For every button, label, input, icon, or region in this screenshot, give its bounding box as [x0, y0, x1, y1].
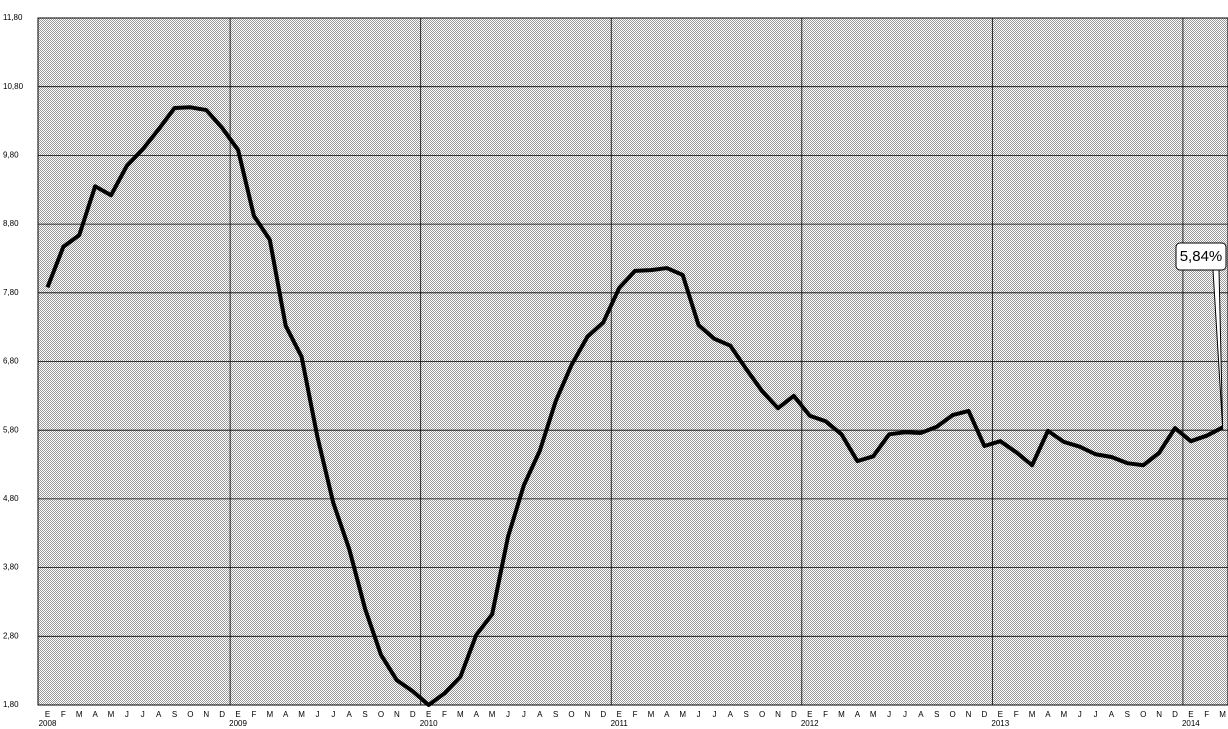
x-tick-label: J — [331, 710, 335, 719]
year-label: 2010 — [420, 719, 438, 728]
x-tick-label: M — [298, 710, 305, 719]
y-tick-label: 9,80 — [3, 151, 19, 160]
x-tick-label: N — [966, 710, 972, 719]
x-tick-label: A — [347, 710, 353, 719]
x-tick-label: A — [855, 710, 861, 719]
y-tick-label: 2,80 — [3, 631, 19, 640]
annotation: 5,84% — [1180, 248, 1223, 265]
x-tick-label: A — [1045, 710, 1051, 719]
year-label: 2012 — [801, 719, 819, 728]
x-tick-label: S — [744, 710, 749, 719]
x-tick-label: M — [648, 710, 655, 719]
x-tick-label: A — [728, 710, 734, 719]
y-tick-label: 5,80 — [3, 425, 19, 434]
x-tick-label: J — [125, 710, 129, 719]
x-tick-label: M — [679, 710, 686, 719]
x-tick-label: E — [45, 710, 50, 719]
x-tick-label: O — [568, 710, 574, 719]
y-tick-label: 7,80 — [3, 288, 19, 297]
x-tick-label: S — [1125, 710, 1130, 719]
x-tick-label: J — [887, 710, 891, 719]
x-tick-label: M — [1219, 710, 1226, 719]
x-tick-label: M — [489, 710, 496, 719]
x-tick-label: F — [1014, 710, 1019, 719]
x-tick-label: M — [870, 710, 877, 719]
x-tick-label: M — [838, 710, 845, 719]
x-tick-label: O — [378, 710, 384, 719]
x-tick-label: A — [283, 710, 289, 719]
x-tick-label: J — [506, 710, 510, 719]
x-tick-label: N — [585, 710, 591, 719]
x-tick-label: F — [823, 710, 828, 719]
x-tick-label: O — [759, 710, 765, 719]
x-tick-label: S — [362, 710, 367, 719]
x-tick-label: E — [1188, 710, 1193, 719]
x-tick-label: J — [697, 710, 701, 719]
x-tick-label: O — [1140, 710, 1146, 719]
x-tick-label: S — [934, 710, 939, 719]
x-tick-label: J — [712, 710, 716, 719]
x-tick-label: A — [918, 710, 924, 719]
x-tick-label: N — [203, 710, 209, 719]
x-tick-label: O — [950, 710, 956, 719]
x-tick-label: J — [315, 710, 319, 719]
x-tick-label: E — [617, 710, 622, 719]
x-tick-label: A — [474, 710, 480, 719]
callout-box — [1175, 242, 1227, 271]
x-tick-label: A — [537, 710, 543, 719]
x-tick-label: D — [410, 710, 416, 719]
x-tick-label: F — [442, 710, 447, 719]
y-tick-label: 3,80 — [3, 563, 19, 572]
x-tick-label: M — [1060, 710, 1067, 719]
x-tick-label: J — [141, 710, 145, 719]
x-tick-label: A — [156, 710, 162, 719]
x-tick-label: M — [76, 710, 83, 719]
x-tick-label: J — [522, 710, 526, 719]
y-tick-label: 6,80 — [3, 357, 19, 366]
x-tick-label: S — [553, 710, 558, 719]
x-tick-label: J — [903, 710, 907, 719]
x-tick-label: J — [1078, 710, 1082, 719]
x-tick-label: D — [791, 710, 797, 719]
x-tick-label: D — [600, 710, 606, 719]
x-tick-label: N — [394, 710, 400, 719]
y-tick-label: 8,80 — [3, 219, 19, 228]
year-label: 2011 — [611, 719, 629, 728]
x-tick-label: M — [457, 710, 464, 719]
x-tick-label: N — [1156, 710, 1162, 719]
x-tick-label: O — [187, 710, 193, 719]
x-tick-label: M — [266, 710, 273, 719]
x-tick-label: D — [219, 710, 225, 719]
x-tick-label: J — [1094, 710, 1098, 719]
x-tick-label: S — [172, 710, 177, 719]
x-tick-label: F — [251, 710, 256, 719]
x-tick-label: E — [426, 710, 431, 719]
year-label: 2008 — [39, 719, 57, 728]
x-tick-label: F — [1204, 710, 1209, 719]
x-tick-label: D — [1172, 710, 1178, 719]
x-tick-label: A — [1109, 710, 1115, 719]
y-tick-label: 11,80 — [3, 13, 23, 22]
x-tick-label: A — [92, 710, 98, 719]
x-tick-label: E — [998, 710, 1003, 719]
y-tick-label: 1,80 — [3, 700, 19, 709]
data-line — [45, 105, 1224, 707]
y-tick-label: 10,80 — [3, 82, 24, 91]
x-tick-label: A — [664, 710, 670, 719]
year-label: 2009 — [229, 719, 247, 728]
x-tick-label: M — [1029, 710, 1036, 719]
callout-pointer — [1212, 269, 1224, 428]
x-tick-label: D — [982, 710, 988, 719]
year-label: 2014 — [1182, 719, 1200, 728]
x-tick-label: M — [108, 710, 115, 719]
y-tick-label: 4,80 — [3, 494, 19, 503]
x-tick-label: N — [775, 710, 781, 719]
x-tick-label: F — [61, 710, 66, 719]
x-tick-label: F — [633, 710, 638, 719]
x-tick-label: E — [807, 710, 812, 719]
x-tick-label: E — [235, 710, 240, 719]
year-label: 2013 — [991, 719, 1009, 728]
